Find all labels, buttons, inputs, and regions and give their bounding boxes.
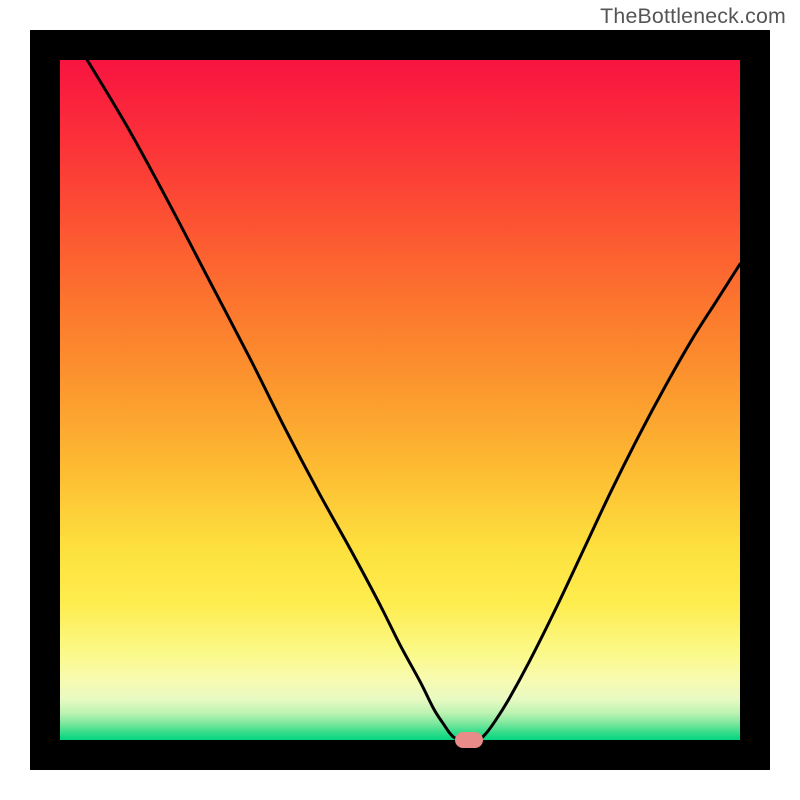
chart-svg xyxy=(0,0,800,800)
gradient-background xyxy=(60,60,740,740)
chart-container: TheBottleneck.com xyxy=(0,0,800,800)
